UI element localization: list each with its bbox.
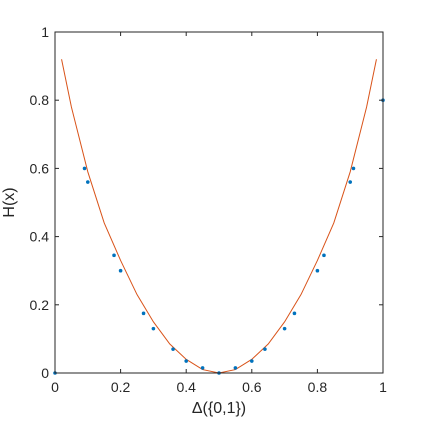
x-tick-label: 0.2 — [111, 379, 131, 395]
x-tick-label: 0.4 — [176, 379, 196, 395]
data-point — [348, 180, 353, 184]
data-point — [250, 359, 254, 363]
x-tick-label: 1 — [379, 379, 387, 395]
x-tick-label: 0 — [51, 379, 59, 395]
data-point — [141, 311, 146, 316]
plot-area — [53, 31, 385, 375]
data-point — [322, 253, 326, 258]
axes-box — [54, 31, 384, 374]
x-axis-label: Δ({0,1}) — [192, 400, 246, 417]
data-point — [292, 311, 297, 316]
data-point — [184, 359, 188, 363]
x-tick-label: 0.6 — [242, 379, 262, 395]
data-point — [86, 180, 90, 184]
y-tick-label: 0.6 — [30, 160, 50, 176]
data-point — [118, 268, 123, 273]
data-point — [200, 366, 205, 370]
data-point — [151, 326, 156, 331]
x-ticks: 0 0.2 0.4 0.6 0.8 1 — [51, 32, 387, 395]
data-point — [351, 166, 356, 171]
x-tick-label: 0.8 — [308, 379, 328, 395]
data-point — [282, 326, 287, 331]
points-layer — [53, 98, 385, 375]
data-point — [171, 347, 175, 351]
data-point — [315, 268, 320, 273]
y-tick-label: 0.2 — [30, 297, 50, 313]
y-tick-label: 1 — [41, 24, 49, 40]
data-point — [263, 347, 267, 351]
y-ticks: 0 0.2 0.4 0.6 0.8 1 — [30, 24, 383, 381]
y-tick-label: 0 — [41, 365, 49, 381]
y-axis-label: H(x) — [1, 187, 18, 217]
curve-layer — [61, 59, 377, 374]
fitted-curve — [61, 59, 377, 374]
y-tick-label: 0.4 — [30, 229, 50, 245]
data-point — [82, 166, 87, 171]
y-tick-label: 0.8 — [30, 92, 50, 108]
data-point — [233, 366, 238, 370]
data-point — [112, 253, 116, 258]
